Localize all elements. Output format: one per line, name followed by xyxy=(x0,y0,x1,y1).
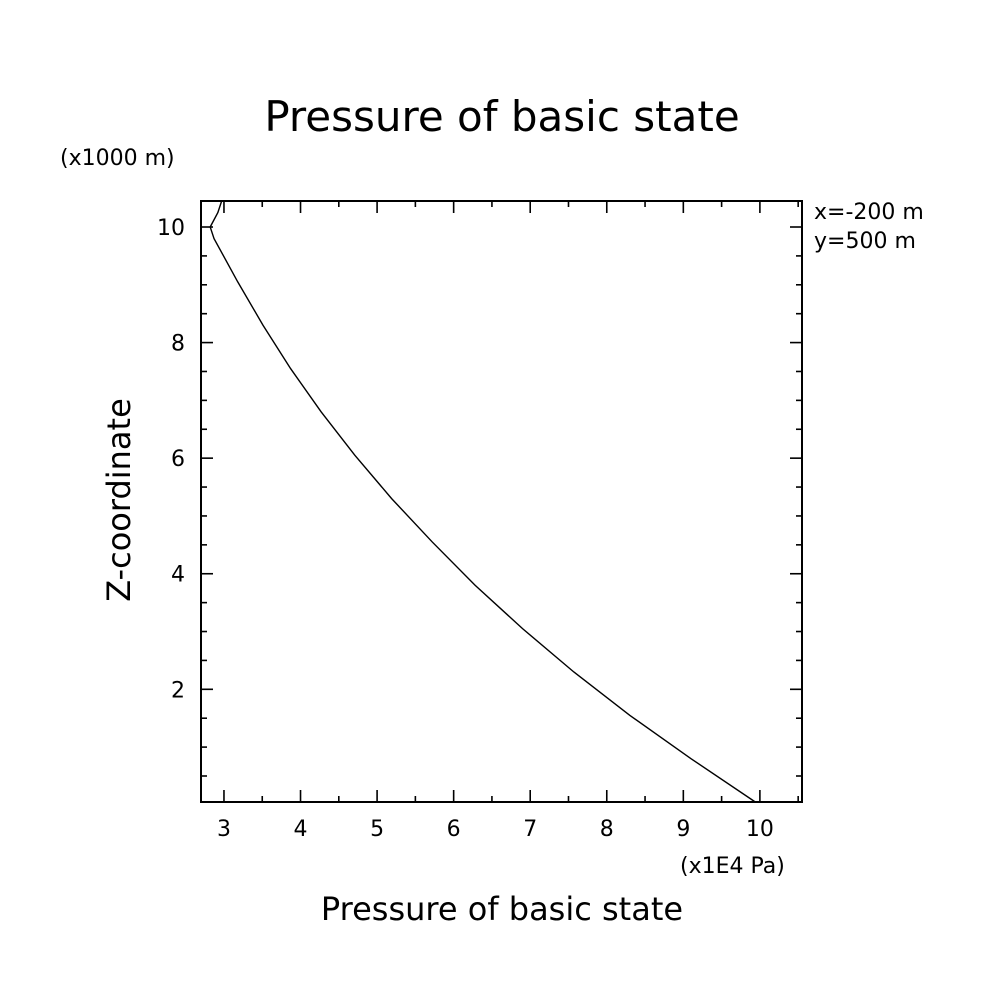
x-tick-label: 6 xyxy=(447,817,461,842)
plot-frame xyxy=(200,200,803,803)
x-tick-label: 4 xyxy=(294,817,308,842)
x-unit-label: (x1E4 Pa) xyxy=(680,854,785,879)
annotation-y-position: y=500 m xyxy=(814,229,916,254)
x-tick-label: 10 xyxy=(746,817,774,842)
annotation-x-position: x=-200 m xyxy=(814,200,924,225)
pressure-profile-line xyxy=(209,200,756,803)
y-tick-label: 8 xyxy=(171,332,185,357)
y-unit-label: (x1000 m) xyxy=(60,146,175,171)
x-tick-label: 5 xyxy=(370,817,384,842)
x-tick-label: 9 xyxy=(676,817,690,842)
ticks-layer xyxy=(201,201,802,802)
y-tick-label: 10 xyxy=(157,216,185,241)
chart-title: Pressure of basic state xyxy=(264,92,739,141)
x-tick-label: 8 xyxy=(600,817,614,842)
y-axis-title: Z-coordinate xyxy=(100,398,138,602)
y-tick-label: 4 xyxy=(171,563,185,588)
x-tick-label: 7 xyxy=(523,817,537,842)
y-tick-label: 6 xyxy=(171,447,185,472)
y-tick-label: 2 xyxy=(171,678,185,703)
tick-labels-layer: 3 4 5 6 7 8 9 10 2 4 6 8 10 xyxy=(157,216,774,842)
x-tick-label: 3 xyxy=(217,817,231,842)
x-axis-title: Pressure of basic state xyxy=(321,890,683,928)
